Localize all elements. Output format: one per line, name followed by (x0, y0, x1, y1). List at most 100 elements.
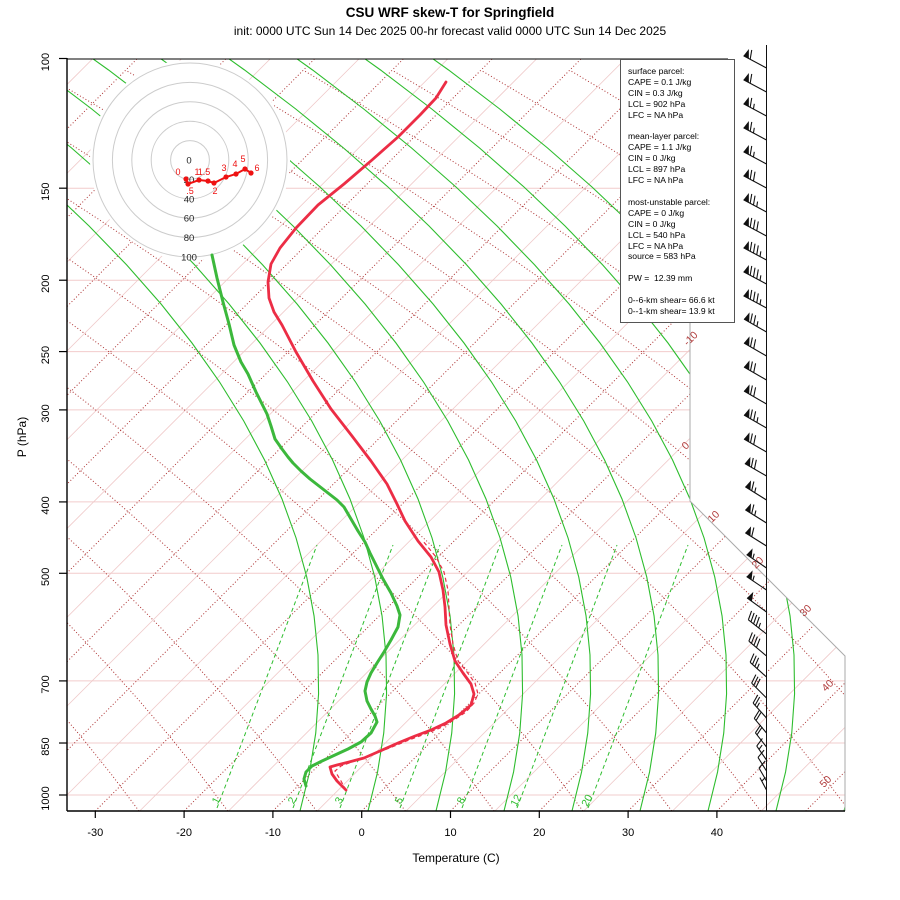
isotherm-line (761, 59, 845, 811)
label: 1000 (40, 786, 52, 810)
label: 150 (40, 183, 52, 201)
info-line: most-unstable parcel: (628, 196, 711, 207)
isotherm-line (67, 59, 626, 811)
wind-barb (748, 632, 767, 657)
wind-barb (743, 48, 767, 69)
hodograph-point (223, 174, 229, 180)
wind-barb (746, 548, 767, 569)
wind-barb (759, 776, 767, 791)
chart-subtitle: init: 0000 UTC Sun 14 Dec 2025 00-hr for… (233, 24, 667, 38)
moist-adiabat-line (189, 59, 660, 811)
isotherm-line (805, 59, 845, 811)
info-line: surface parcel: (628, 66, 685, 76)
label: 80 (184, 233, 195, 244)
moist-adiabat-line (257, 59, 728, 811)
moist-adiabat-line (67, 59, 320, 811)
hodograph-ring (111, 81, 269, 239)
wind-barb (743, 144, 767, 165)
isotherm-line (67, 59, 537, 811)
hodograph: 0 20 40 60 80 100 0 .511.52 3 4 56 (90, 60, 290, 264)
isotherm-line (716, 59, 845, 811)
mixing-ratio-line (399, 544, 501, 809)
wind-barb (743, 96, 767, 117)
wind-barb (746, 570, 767, 591)
info-line (628, 262, 734, 273)
mixing-ratio-line (587, 544, 689, 809)
info-line (628, 186, 734, 197)
label: 30 (622, 827, 634, 839)
label: 3 (333, 795, 346, 806)
wind-barb (749, 653, 767, 678)
wind-barb (743, 384, 767, 405)
isotherm-line (228, 59, 845, 811)
mixing-ratio-labels: 1 2 3 5 8 12 20 (210, 792, 596, 808)
temperature-curve (266, 80, 476, 792)
hodograph-ring (92, 62, 288, 258)
label: P (hPa) (15, 417, 29, 457)
profiles (210, 80, 479, 792)
isotherm-line (67, 59, 582, 811)
moist-adiabat-line (121, 59, 592, 811)
info-line: PW = 12.39 mm (628, 273, 693, 284)
hodograph-point (242, 166, 248, 172)
info-line: LFC = NA hPa (628, 175, 684, 186)
isotherm-line (67, 59, 448, 811)
wind-barb (754, 724, 767, 748)
hodograph-point (205, 178, 211, 184)
wind-barb (743, 336, 767, 357)
dry-adiabat-line (837, 70, 845, 811)
label: 2 (212, 186, 217, 196)
label: 6 (254, 163, 259, 173)
label: 300 (40, 404, 52, 422)
wind-barb (743, 360, 767, 381)
wind-barb (743, 192, 767, 213)
wind-barb (745, 526, 767, 547)
label: 200 (40, 275, 52, 293)
wind-barb (751, 674, 767, 699)
label: 100 (181, 253, 197, 264)
label: 20 (533, 827, 545, 839)
dry-adiabat-line (215, 70, 845, 811)
label: 400 (40, 496, 52, 514)
label: 4 (232, 159, 237, 169)
wind-barb (743, 72, 767, 93)
label: 850 (40, 737, 52, 755)
wind-barb (744, 456, 767, 477)
isotherm-line (183, 59, 845, 811)
isotherm-line (317, 59, 845, 811)
label: 40 (184, 194, 195, 205)
isotherm-line (94, 59, 845, 811)
label: 0 (186, 156, 191, 167)
isotherm-line (494, 59, 845, 811)
label: 250 (40, 346, 52, 364)
info-line: LFC = NA hPa (628, 109, 684, 120)
moist-adiabat-line (67, 59, 388, 811)
dry-adiabat-line (304, 70, 845, 811)
label: -10 (265, 827, 281, 839)
wind-barb (743, 216, 767, 237)
mixing-ratio-line (292, 544, 394, 809)
info-line: LCL = 902 hPa (628, 98, 686, 109)
wind-barb (743, 120, 767, 141)
info-line: source = 583 hPa (628, 251, 696, 262)
wind-barb (745, 503, 767, 524)
label: 5 (393, 795, 406, 806)
label: 1.5 (198, 167, 211, 177)
info-line: CIN = 0.3 J/kg (628, 87, 683, 98)
dry-adiabat-line (126, 70, 845, 811)
info-line: CIN = 0 J/kg (628, 218, 676, 229)
parcel-info-box: surface parcel: CAPE = 0.1 J/kg CIN = 0.3 … (620, 59, 735, 323)
label: 20 (579, 792, 595, 808)
isotherm-line (67, 59, 759, 811)
hodograph-ring (150, 120, 230, 200)
label: 10 (444, 827, 456, 839)
isotherm-line (583, 59, 845, 811)
label: -20 (176, 827, 192, 839)
isotherm-line (272, 59, 845, 811)
dry-adiabat-line (67, 70, 584, 811)
wind-barb (745, 480, 767, 501)
wind-barb (743, 312, 767, 333)
label: 3 (221, 163, 226, 173)
info-line (628, 284, 734, 295)
